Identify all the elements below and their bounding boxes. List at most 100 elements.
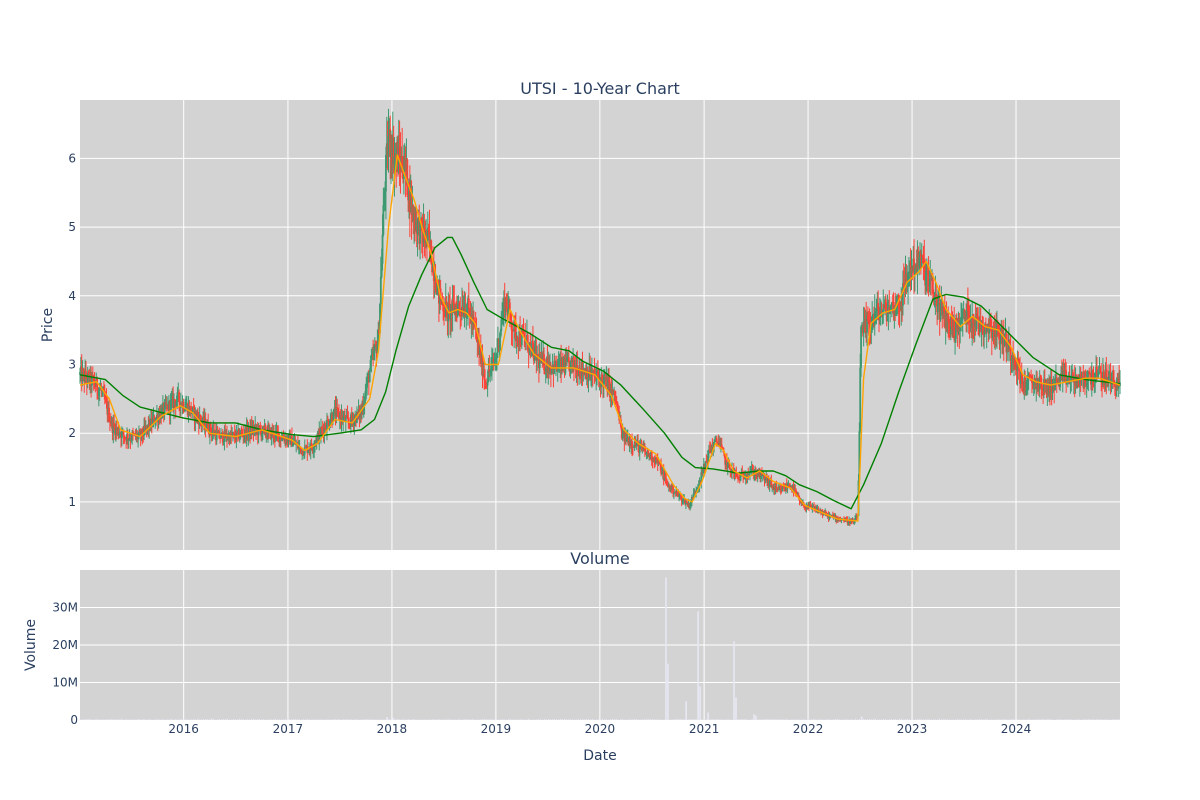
volume-bar [882, 719, 885, 720]
volume-bar [795, 719, 797, 720]
candle-body [1094, 372, 1097, 380]
volume-bar [860, 716, 863, 720]
candle-body [847, 522, 850, 523]
volume-bar [773, 718, 775, 720]
volume-bar [1028, 718, 1030, 720]
volume-bar [488, 719, 490, 720]
volume-bar [665, 577, 667, 720]
candle-body [700, 472, 703, 483]
candle-body [536, 355, 539, 361]
volume-bar [669, 719, 671, 720]
volume-bar [920, 718, 923, 720]
candle-body [643, 447, 646, 452]
volume-bar [725, 719, 727, 720]
candle-body [828, 515, 831, 519]
candle-body [342, 417, 345, 421]
volume-bar [767, 718, 769, 720]
volume-bar [637, 719, 639, 720]
volume-bar [292, 719, 294, 720]
volume-bar [185, 718, 187, 720]
volume-bar [687, 719, 689, 720]
volume-bar [691, 719, 693, 720]
volume-bar [675, 719, 677, 720]
candle-body [328, 425, 331, 427]
volume-bar [715, 719, 717, 720]
candle-body [153, 416, 156, 424]
candle-body [632, 446, 635, 448]
candle-body [1107, 376, 1110, 383]
volume-bar [763, 719, 765, 720]
candle-body [874, 311, 877, 313]
candle-body [1086, 379, 1089, 384]
candle-body [761, 475, 764, 477]
candle-body [555, 361, 558, 370]
candle-body [770, 480, 773, 487]
candle-body [109, 421, 111, 423]
candle-body [811, 506, 814, 509]
volume-bar [143, 718, 145, 720]
volume-bar [87, 718, 89, 720]
candle-body [523, 333, 526, 338]
volume-bar [540, 719, 542, 720]
volume-bar [496, 719, 498, 720]
candle-body [79, 372, 81, 375]
candle-body [414, 213, 416, 229]
candle-body [85, 371, 87, 379]
candle-body [219, 438, 222, 439]
volume-bar [436, 719, 438, 720]
price-y-tick-label: 3 [68, 358, 76, 372]
volume-bar [958, 719, 960, 720]
volume-bar [434, 719, 436, 720]
volume-bar [181, 718, 183, 720]
volume-bar [466, 719, 468, 720]
candle-body [704, 461, 707, 468]
x-tick-label: 2019 [481, 722, 512, 736]
candle-body [984, 324, 987, 332]
candle-body [788, 485, 791, 487]
volume-bar [476, 719, 478, 720]
volume-bar [589, 719, 592, 720]
candle-body [1097, 372, 1100, 375]
volume-bar [412, 719, 414, 720]
candle-body [499, 331, 502, 338]
candle-body [1065, 370, 1068, 385]
candle-body [502, 307, 504, 320]
candle-body [846, 519, 849, 523]
volume-bar [898, 718, 901, 720]
candle-body [1009, 345, 1012, 361]
candle-body [867, 320, 870, 324]
volume-bar [175, 719, 177, 720]
volume-bar [649, 718, 651, 720]
volume-bar [735, 697, 737, 720]
candle-body [369, 360, 372, 372]
candle-body [566, 357, 568, 362]
candle-body [346, 415, 349, 419]
volume-bar [807, 719, 809, 720]
candle-body [365, 387, 368, 392]
candle-body [347, 418, 350, 423]
volume-y-tick-label: 10M [52, 676, 78, 690]
volume-bar [757, 719, 759, 720]
candle-body [1087, 371, 1090, 380]
volume-bar [486, 719, 488, 720]
candle-body [761, 471, 763, 476]
candle-body [493, 361, 496, 363]
volume-bar [492, 719, 494, 720]
ma-short-line [79, 154, 1121, 522]
candle-body [451, 298, 454, 314]
volume-bar [538, 719, 540, 720]
candle-body [913, 258, 915, 276]
candle-body [321, 428, 324, 430]
candle-body [176, 392, 179, 402]
candle-body [389, 129, 392, 158]
candle-body [516, 337, 519, 343]
candle-body [326, 419, 328, 431]
candle-body [889, 309, 892, 314]
volume-bar [737, 719, 739, 720]
candle-body [676, 491, 679, 494]
candle-body [359, 410, 362, 418]
candle-body [850, 521, 853, 523]
volume-bar [605, 718, 608, 720]
volume-bar [450, 719, 452, 720]
candle-body [500, 319, 503, 332]
